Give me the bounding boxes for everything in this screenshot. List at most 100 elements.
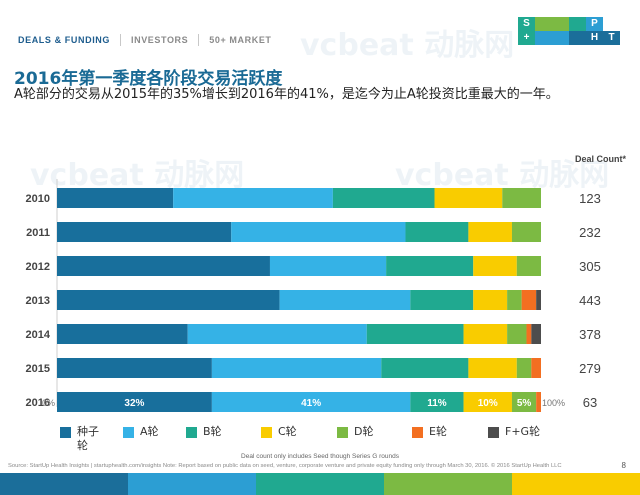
bar-2010-B轮 bbox=[332, 188, 435, 208]
bar-2014-种子轮 bbox=[57, 324, 188, 344]
deal-count-2014: 378 bbox=[579, 327, 601, 342]
bar-2013-A轮 bbox=[279, 290, 411, 310]
bar-2012-C轮 bbox=[473, 256, 517, 276]
footnote: Deal count only includes Seed though Ser… bbox=[241, 453, 399, 460]
bar-2011-A轮 bbox=[231, 222, 406, 242]
legend-swatch bbox=[337, 427, 348, 438]
bar-2016-E轮 bbox=[536, 392, 541, 412]
deal-count-2011: 232 bbox=[579, 225, 601, 240]
bottom-color-bar bbox=[0, 473, 640, 495]
legend-item-A轮: A轮 bbox=[123, 425, 159, 439]
bottom-bar-segment bbox=[384, 473, 512, 495]
bar-2011-C轮 bbox=[468, 222, 512, 242]
bar-2016-种子轮 bbox=[57, 392, 212, 412]
bar-2015-B轮 bbox=[381, 358, 469, 378]
legend-swatch bbox=[60, 427, 71, 438]
data-label-2016-种子轮: 32% bbox=[124, 398, 144, 409]
nav-50-plus-market[interactable]: 50+ MARKET bbox=[209, 35, 272, 45]
legend-label: D轮 bbox=[354, 425, 374, 438]
bar-2015-E轮 bbox=[531, 358, 541, 378]
legend-swatch bbox=[123, 427, 134, 438]
data-label-2016-C轮: 10% bbox=[478, 398, 498, 409]
source-note: Source: StartUp Health Insights | startu… bbox=[8, 463, 562, 469]
bar-2013-D轮 bbox=[507, 290, 522, 310]
year-label-2016: 2016 bbox=[26, 397, 50, 409]
bar-2015-C轮 bbox=[468, 358, 517, 378]
stacked-bar-chart: 2010 123 2011 232 2012 305 2013 443 2014 378 2015 2… bbox=[26, 179, 601, 412]
bar-2015-种子轮 bbox=[57, 358, 212, 378]
bar-2014-A轮 bbox=[187, 324, 367, 344]
legend-label: C轮 bbox=[278, 425, 297, 438]
year-label-2013: 2013 bbox=[26, 295, 50, 307]
year-label-2014: 2014 bbox=[26, 329, 51, 341]
legend-label: E轮 bbox=[429, 425, 447, 438]
page-number: 8 bbox=[621, 461, 626, 470]
bar-2016-D轮 bbox=[511, 392, 537, 412]
bar-2014-E轮 bbox=[526, 324, 532, 344]
logo-letter-t: T bbox=[603, 31, 620, 45]
bar-2013-E轮 bbox=[521, 290, 537, 310]
bar-2010-D轮 bbox=[502, 188, 541, 208]
top-navigation: DEALS & FUNDING INVESTORS 50+ MARKET bbox=[0, 30, 282, 50]
chart-legend: 种子轮 A轮 B轮 C轮 D轮 E轮 F+G轮 bbox=[60, 423, 580, 455]
bar-2010-种子轮 bbox=[57, 188, 174, 208]
deal-count-2012: 305 bbox=[579, 259, 601, 274]
data-label-2016-D轮: 5% bbox=[517, 398, 532, 409]
bar-2010-A轮 bbox=[173, 188, 333, 208]
bar-2011-种子轮 bbox=[57, 222, 232, 242]
deal-count-2010: 123 bbox=[579, 191, 601, 206]
deal-count-2013: 443 bbox=[579, 293, 601, 308]
bar-2014-D轮 bbox=[507, 324, 527, 344]
bar-2011-B轮 bbox=[405, 222, 469, 242]
bar-2014-B轮 bbox=[366, 324, 464, 344]
nav-investors[interactable]: INVESTORS bbox=[121, 34, 200, 46]
bar-2010-C轮 bbox=[434, 188, 503, 208]
legend-swatch bbox=[488, 427, 499, 438]
bar-2013-C轮 bbox=[473, 290, 508, 310]
deal-count-2015: 279 bbox=[579, 361, 601, 376]
page-title: 2016年第一季度各阶段交易活跃度 bbox=[14, 69, 283, 89]
year-label-2012: 2012 bbox=[26, 261, 50, 273]
legend-item-E轮: E轮 bbox=[412, 425, 447, 439]
page-subtitle: A轮部分的交易从2015年的35%增长到2016年的41%，是迄今为止A轮投资比… bbox=[14, 87, 559, 102]
data-label-2016-A轮: 41% bbox=[301, 398, 321, 409]
legend-item-C轮: C轮 bbox=[261, 425, 297, 439]
watermark: vcbeat 动脉网 bbox=[300, 28, 515, 63]
bar-2013-B轮 bbox=[410, 290, 474, 310]
bottom-bar-segment bbox=[128, 473, 256, 495]
startup-health-logo: S P + H T bbox=[518, 17, 620, 45]
x-axis-label-max: 100% bbox=[542, 398, 565, 408]
logo-letter-plus: + bbox=[518, 31, 535, 45]
bar-2012-种子轮 bbox=[57, 256, 270, 276]
legend-item-F+G轮: F+G轮 bbox=[488, 425, 540, 439]
bar-2013-F+G轮 bbox=[536, 290, 541, 310]
legend-item-B轮: B轮 bbox=[186, 425, 222, 439]
bar-2016-A轮 bbox=[211, 392, 411, 412]
bar-2012-D轮 bbox=[516, 256, 541, 276]
deal-count-header: Deal Count* bbox=[574, 154, 626, 164]
logo-letter-h: H bbox=[586, 31, 603, 45]
deal-count-2016: 63 bbox=[583, 395, 597, 410]
legend-swatch bbox=[412, 427, 423, 438]
legend-item-种子轮: 种子轮 bbox=[60, 425, 103, 453]
bar-2015-D轮 bbox=[516, 358, 532, 378]
legend-swatch bbox=[261, 427, 272, 438]
logo-letter-p: P bbox=[586, 17, 603, 31]
legend-label: B轮 bbox=[203, 425, 222, 438]
bar-2012-A轮 bbox=[269, 256, 387, 276]
legend-swatch bbox=[186, 427, 197, 438]
nav-deals-funding[interactable]: DEALS & FUNDING bbox=[0, 34, 121, 46]
x-axis-label-min: 0% bbox=[42, 398, 55, 408]
legend-label: A轮 bbox=[140, 425, 159, 438]
year-label-2010: 2010 bbox=[26, 193, 50, 205]
year-label-2015: 2015 bbox=[26, 363, 50, 375]
bar-2016-B轮 bbox=[410, 392, 464, 412]
bottom-bar-segment bbox=[256, 473, 384, 495]
bar-2015-A轮 bbox=[211, 358, 382, 378]
bar-2014-F+G轮 bbox=[531, 324, 541, 344]
bottom-bar-segment bbox=[0, 473, 128, 495]
legend-label: F+G轮 bbox=[505, 425, 541, 438]
year-label-2011: 2011 bbox=[26, 227, 50, 239]
legend-label: 种子轮 bbox=[77, 425, 99, 452]
data-label-2016-B轮: 11% bbox=[427, 398, 447, 409]
